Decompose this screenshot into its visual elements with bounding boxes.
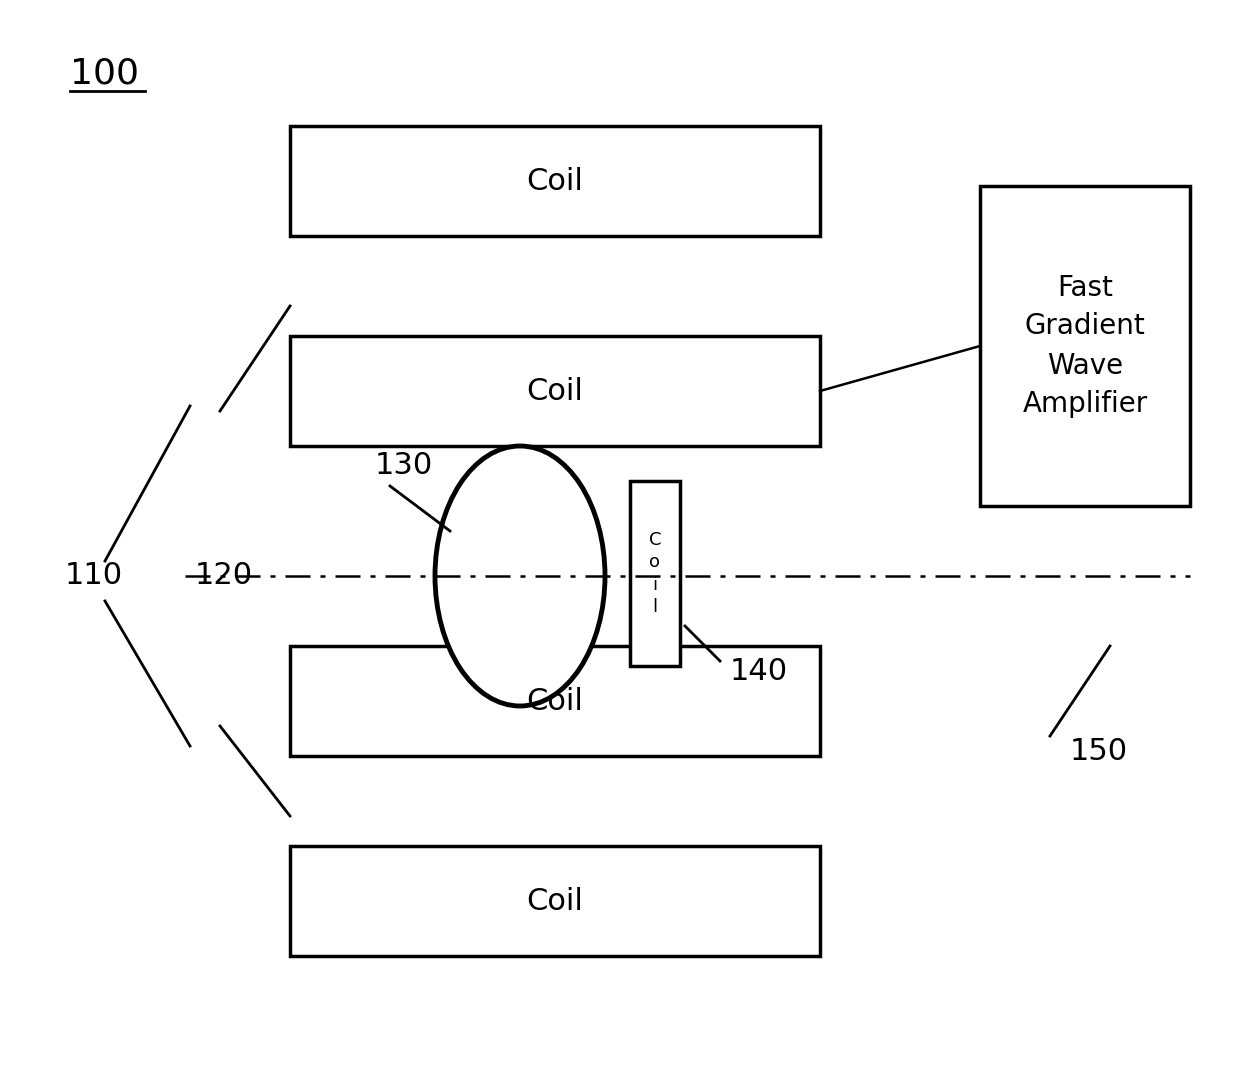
- Text: Coil: Coil: [527, 376, 584, 405]
- Bar: [290, 126, 820, 236]
- Text: 100: 100: [69, 56, 139, 90]
- Text: Coil: Coil: [527, 166, 584, 195]
- Bar: [980, 185, 1190, 506]
- Bar: [290, 336, 820, 446]
- Ellipse shape: [435, 446, 605, 706]
- Text: 110: 110: [64, 562, 123, 591]
- Bar: [290, 846, 820, 956]
- Bar: [630, 481, 680, 666]
- Text: Coil: Coil: [527, 687, 584, 715]
- Bar: [290, 646, 820, 756]
- Text: 140: 140: [730, 657, 789, 685]
- Text: 150: 150: [1070, 737, 1128, 765]
- Text: Fast
Gradient
Wave
Amplifier: Fast Gradient Wave Amplifier: [1022, 274, 1148, 419]
- Text: 120: 120: [195, 562, 253, 591]
- Text: Coil: Coil: [527, 887, 584, 916]
- Text: 130: 130: [374, 452, 433, 481]
- Text: C
o
i
l: C o i l: [649, 531, 661, 616]
